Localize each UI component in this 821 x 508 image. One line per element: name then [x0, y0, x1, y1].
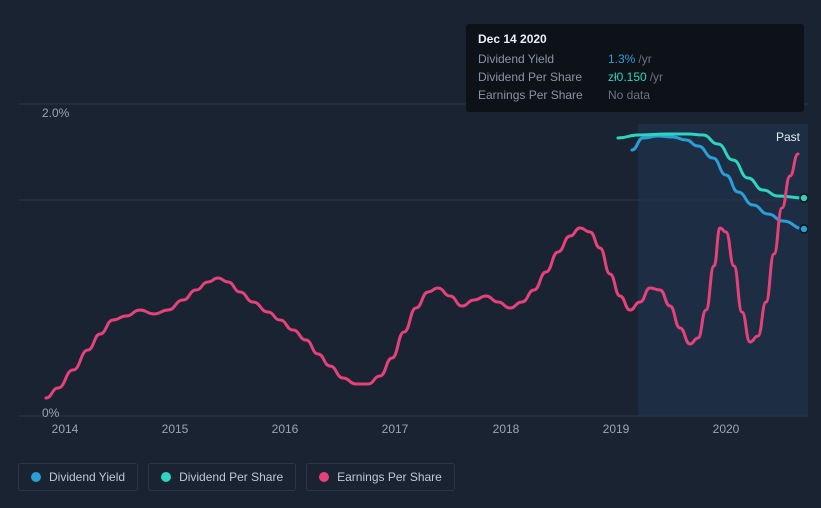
tooltip-panel: Dec 14 2020 Dividend Yield1.3%/yrDividen… — [466, 24, 804, 112]
legend-label: Earnings Per Share — [337, 470, 442, 484]
legend-label: Dividend Per Share — [179, 470, 283, 484]
tooltip-row: Dividend Per Sharezł0.150/yr — [478, 68, 792, 86]
tooltip-date: Dec 14 2020 — [478, 32, 792, 46]
x-axis-tick: 2019 — [603, 422, 630, 436]
x-axis-tick: 2017 — [382, 422, 409, 436]
legend-dividend-yield[interactable]: Dividend Yield — [18, 463, 138, 491]
legend-dividend-per-share[interactable]: Dividend Per Share — [148, 463, 296, 491]
tooltip-row: Dividend Yield1.3%/yr — [478, 50, 792, 68]
y-axis-label-top: 2.0% — [42, 106, 69, 120]
x-axis-tick: 2016 — [272, 422, 299, 436]
x-axis-tick: 2014 — [52, 422, 79, 436]
tooltip-row-value: No data — [608, 88, 650, 102]
legend-swatch-icon — [161, 472, 171, 482]
x-axis-tick: 2020 — [713, 422, 740, 436]
tooltip-row-value: zł0.150/yr — [608, 70, 663, 84]
tooltip-row-label: Earnings Per Share — [478, 88, 608, 102]
dividend-chart: 2.0% 0% Past 2014 2015 2016 2017 2018 2019 202… — [0, 0, 821, 508]
x-axis-tick: 2015 — [162, 422, 189, 436]
legend-label: Dividend Yield — [49, 470, 125, 484]
x-axis-labels: 2014 2015 2016 2017 2018 2019 2020 — [18, 422, 808, 442]
past-label: Past — [776, 130, 800, 144]
legend-earnings-per-share[interactable]: Earnings Per Share — [306, 463, 455, 491]
legend: Dividend Yield Dividend Per Share Earnin… — [18, 463, 455, 491]
tooltip-row-value: 1.3%/yr — [608, 52, 652, 66]
legend-swatch-icon — [319, 472, 329, 482]
y-axis-label-bottom: 0% — [42, 406, 59, 420]
tooltip-row-label: Dividend Per Share — [478, 70, 608, 84]
x-axis-tick: 2018 — [493, 422, 520, 436]
tooltip-row: Earnings Per ShareNo data — [478, 86, 792, 104]
tooltip-row-label: Dividend Yield — [478, 52, 608, 66]
legend-swatch-icon — [31, 472, 41, 482]
